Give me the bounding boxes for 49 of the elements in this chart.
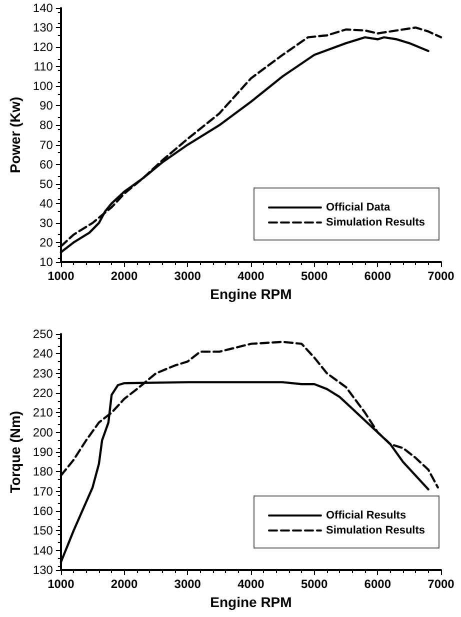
y-tick-label: 240 xyxy=(32,346,54,361)
y-tick-label: 210 xyxy=(32,406,54,420)
y-tick-label: 150 xyxy=(32,524,54,538)
x-tick-label: 7000 xyxy=(428,577,455,591)
y-tick-label: 30 xyxy=(40,216,54,230)
y-tick-label: 120 xyxy=(32,40,54,54)
x-tick-label: 3000 xyxy=(174,269,202,283)
x-tick-label: 6000 xyxy=(364,577,392,591)
x-tick-label: 4000 xyxy=(238,577,265,591)
y-tick-label: 130 xyxy=(32,563,54,577)
y-tick-label: 190 xyxy=(32,445,54,459)
x-tick-label: 1000 xyxy=(48,577,75,591)
legend-label: Official Data xyxy=(326,202,392,214)
x-tick-label: 3000 xyxy=(174,577,202,591)
x-tick-label: 5000 xyxy=(300,269,328,283)
x-tick-label: 5000 xyxy=(300,577,328,591)
y-tick-label: 250 xyxy=(32,327,54,341)
legend-label: Simulation Results xyxy=(326,216,426,228)
y-axis-title: Power (Kw) xyxy=(7,96,23,174)
y-tick-label: 140 xyxy=(32,1,54,15)
legend-label: Official Results xyxy=(326,510,406,522)
y-tick-label: 90 xyxy=(40,98,54,113)
y-tick-label: 110 xyxy=(34,60,54,74)
x-tick-label: 2000 xyxy=(110,577,138,591)
y-tick-label: 60 xyxy=(40,157,54,172)
y-tick-label: 230 xyxy=(32,366,54,380)
x-tick-label: 1000 xyxy=(48,269,75,283)
x-tick-label: 4000 xyxy=(238,269,265,283)
x-tick-label: 7000 xyxy=(428,269,455,283)
y-tick-label: 100 xyxy=(32,79,54,94)
y-tick-label: 170 xyxy=(32,484,54,498)
y-tick-label: 200 xyxy=(32,425,54,440)
y-tick-label: 40 xyxy=(40,196,54,210)
y-tick-label: 20 xyxy=(40,235,54,250)
y-tick-label: 10 xyxy=(40,255,54,269)
y-axis-title: Torque (Nm) xyxy=(7,410,23,494)
y-tick-label: 70 xyxy=(40,138,54,152)
y-tick-label: 80 xyxy=(40,118,54,132)
y-tick-label: 160 xyxy=(32,504,54,518)
y-tick-label: 220 xyxy=(32,386,54,400)
y-tick-label: 180 xyxy=(32,464,54,479)
x-axis-title: Engine RPM xyxy=(210,286,292,302)
y-tick-label: 130 xyxy=(32,20,54,35)
x-tick-label: 2000 xyxy=(110,269,138,283)
x-axis-title: Engine RPM xyxy=(210,594,292,610)
y-tick-label: 140 xyxy=(32,543,54,558)
x-tick-label: 6000 xyxy=(364,269,392,283)
legend-label: Simulation Results xyxy=(326,524,426,536)
y-tick-label: 50 xyxy=(40,176,54,191)
